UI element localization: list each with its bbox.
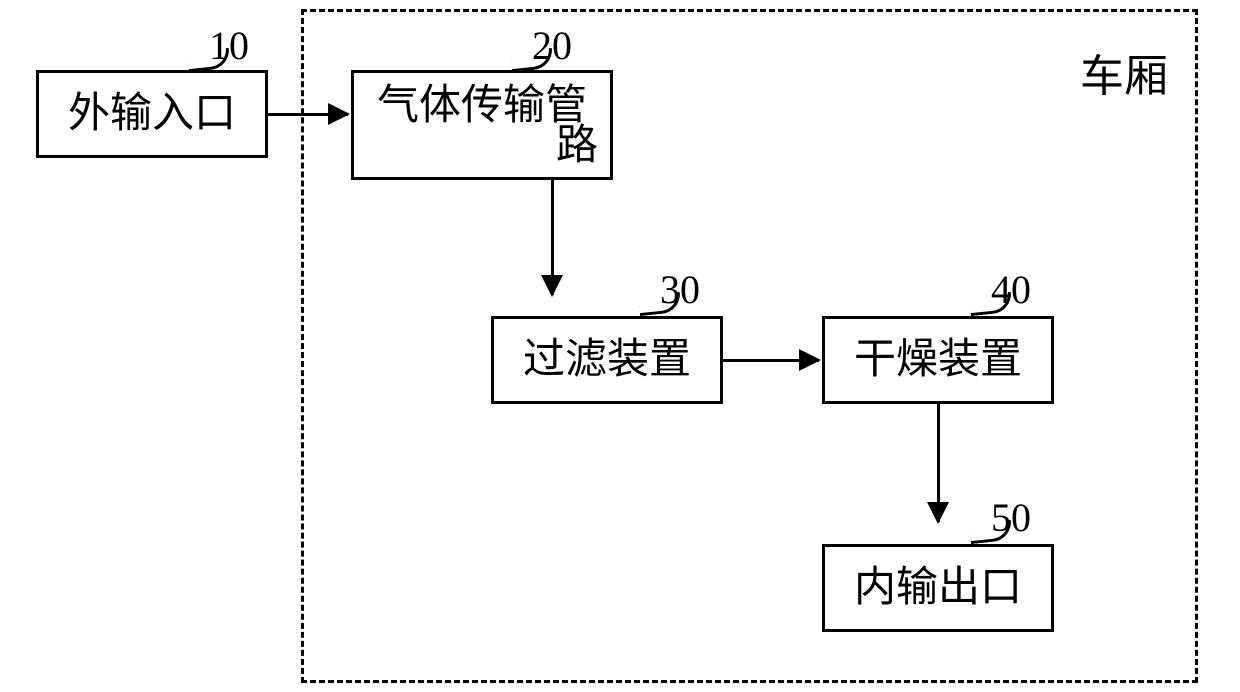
label-20: 20 (532, 22, 572, 69)
diagram-canvas: 车厢 外输入口 10 气体传输管 路 20 过滤装置 30 干燥装置 40 内输… (0, 0, 1240, 692)
container-label: 车厢 (1080, 40, 1168, 104)
node-internal-output: 内输出口 (822, 544, 1054, 632)
label-40: 40 (991, 266, 1031, 313)
node-filter-device: 过滤装置 (491, 316, 723, 404)
edge-30-40 (723, 359, 819, 362)
edge-40-50 (937, 404, 940, 522)
edge-20-30 (551, 180, 554, 295)
label-30: 30 (660, 266, 700, 313)
edge-10-20 (268, 113, 348, 116)
node-label-line2: 路 (556, 121, 598, 171)
node-label: 过滤装置 (523, 335, 691, 385)
node-label: 外输入口 (68, 89, 236, 139)
label-10: 10 (209, 22, 249, 69)
node-label: 内输出口 (854, 563, 1022, 613)
node-drying-device: 干燥装置 (822, 316, 1054, 404)
node-external-input: 外输入口 (36, 70, 268, 158)
node-gas-pipeline: 气体传输管 路 (351, 70, 613, 180)
label-50: 50 (991, 494, 1031, 541)
node-label: 干燥装置 (854, 335, 1022, 385)
